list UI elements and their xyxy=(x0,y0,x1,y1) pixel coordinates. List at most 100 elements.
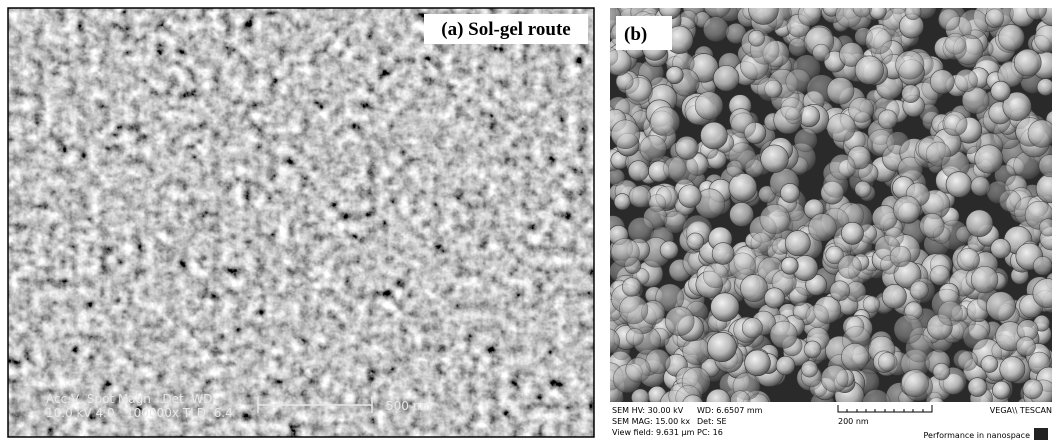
particle xyxy=(865,28,891,54)
particle xyxy=(1037,79,1052,96)
particle xyxy=(884,227,903,246)
particle xyxy=(798,3,821,26)
particle xyxy=(711,293,740,322)
particle xyxy=(981,356,998,373)
particle xyxy=(622,278,641,297)
particle xyxy=(761,145,789,173)
particle xyxy=(651,107,680,136)
particle xyxy=(896,51,924,79)
particle xyxy=(726,160,743,177)
particle xyxy=(760,204,790,234)
particle xyxy=(640,135,667,162)
particle xyxy=(713,65,739,91)
particle xyxy=(801,361,817,377)
particle xyxy=(992,381,1010,399)
particle xyxy=(626,358,651,383)
brand: VEGA\\ TESCAN xyxy=(990,406,1052,415)
particle xyxy=(781,257,798,274)
particle xyxy=(841,343,868,370)
particle xyxy=(794,129,817,152)
info-item: SEM HV: 30.00 kV xyxy=(612,406,684,415)
particle xyxy=(731,113,756,138)
particle xyxy=(695,92,723,120)
particle xyxy=(611,120,640,149)
particle xyxy=(770,321,797,348)
particle xyxy=(920,213,945,238)
particle xyxy=(955,69,978,92)
particle xyxy=(887,132,910,155)
particle xyxy=(707,332,736,361)
particle xyxy=(660,241,678,259)
info-item: WD: 6.6507 mm xyxy=(697,406,763,415)
particle xyxy=(1033,256,1052,275)
particle xyxy=(938,9,960,31)
particle xyxy=(740,275,767,302)
particle xyxy=(878,352,897,371)
logo xyxy=(1034,428,1048,440)
particle xyxy=(745,350,771,376)
particle xyxy=(614,194,630,210)
particle xyxy=(930,265,950,285)
figure: (a) Sol-gel route Acc.V Spot Magn Det WD… xyxy=(0,0,1052,441)
particle xyxy=(998,24,1024,50)
particle xyxy=(748,30,764,46)
particle xyxy=(849,97,874,122)
particle xyxy=(975,145,1003,173)
particle xyxy=(780,183,799,202)
particle xyxy=(987,0,1014,27)
particle xyxy=(905,4,921,20)
info-item: PC: 16 xyxy=(697,428,723,437)
particle xyxy=(678,185,701,208)
particle xyxy=(626,328,643,345)
particle xyxy=(938,301,963,326)
particle xyxy=(890,246,911,267)
particle xyxy=(901,370,928,397)
particle xyxy=(882,284,906,308)
particle xyxy=(966,210,993,237)
particle xyxy=(945,33,966,54)
particle xyxy=(751,233,771,253)
particle xyxy=(804,341,821,358)
particle xyxy=(665,307,694,336)
panel-label: (a) Sol-gel route xyxy=(441,19,570,40)
particle xyxy=(619,295,648,324)
info-item: View field: 9.631 µm xyxy=(612,428,695,437)
tagline: Performance in nanospace xyxy=(924,431,1031,440)
particle xyxy=(827,77,854,104)
particle xyxy=(821,365,848,392)
particle xyxy=(971,266,998,293)
particle xyxy=(971,177,990,196)
particle xyxy=(757,77,781,101)
particle xyxy=(853,0,872,17)
particle xyxy=(878,110,897,129)
scale-label: 200 nm xyxy=(838,417,869,426)
particle xyxy=(829,154,855,180)
info-header: Acc.V Spot Magn Det WD xyxy=(46,392,212,406)
particle xyxy=(703,263,728,288)
particle xyxy=(830,281,850,301)
particle xyxy=(953,350,972,369)
info-values: 10.0 kV 4.0 100000x TLD 6.4 xyxy=(46,406,233,420)
particle xyxy=(841,222,863,244)
particle xyxy=(855,56,884,85)
particle xyxy=(946,172,972,198)
sem-texture-a xyxy=(8,8,594,437)
scale-label: 500 nm xyxy=(386,399,432,413)
particle xyxy=(910,281,928,299)
particle xyxy=(855,181,871,197)
particle xyxy=(788,38,806,56)
particle xyxy=(1027,0,1047,19)
particle xyxy=(968,378,987,397)
particle xyxy=(703,17,728,42)
particle xyxy=(764,288,784,308)
particle xyxy=(648,194,665,211)
particle xyxy=(963,324,988,349)
particle xyxy=(926,142,950,166)
particle xyxy=(742,318,762,338)
info-item: SEM MAG: 15.00 kx xyxy=(612,417,690,426)
particle xyxy=(781,98,804,121)
particle xyxy=(776,356,795,375)
particle xyxy=(957,248,980,271)
particle xyxy=(986,292,1015,321)
particle xyxy=(730,202,754,226)
